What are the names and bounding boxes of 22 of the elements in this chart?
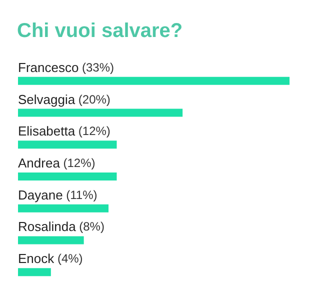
y-tick-label: Dayane xyxy=(18,187,63,202)
y-tick-label: Francesco xyxy=(18,60,79,75)
y-tick-label: Andrea xyxy=(18,156,61,170)
data-label: (33%) xyxy=(82,60,114,74)
bar xyxy=(18,76,290,85)
data-label: (12%) xyxy=(63,156,96,170)
data-label: (8%) xyxy=(79,220,104,234)
y-tick-label: Selvaggia xyxy=(18,92,76,107)
bar xyxy=(18,172,117,180)
bar xyxy=(18,140,117,149)
chart-title: Chi vuoi salvare? xyxy=(17,20,183,42)
data-label: (4%) xyxy=(57,252,83,266)
bar xyxy=(18,108,183,117)
bar xyxy=(18,236,84,244)
bar xyxy=(18,204,109,212)
data-label: (11%) xyxy=(66,188,98,202)
y-tick-label: Elisabetta xyxy=(18,124,76,139)
y-tick-label: Rosalinda xyxy=(18,219,77,234)
bar xyxy=(18,268,51,276)
data-label: (20%) xyxy=(78,92,110,106)
y-tick-label: Enock xyxy=(18,251,55,266)
data-label: (12%) xyxy=(78,124,110,138)
